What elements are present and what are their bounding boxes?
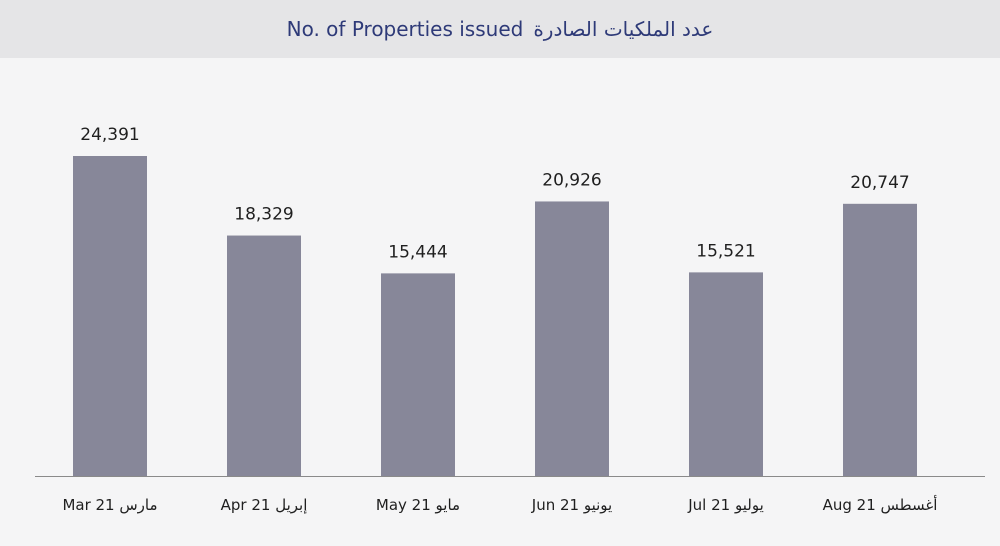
chart-plot-area bbox=[0, 58, 1000, 546]
bar-5 bbox=[689, 272, 763, 476]
chart-title-english: No. of Properties issued bbox=[286, 17, 524, 41]
bar-6 bbox=[843, 203, 917, 476]
chart-title-arabic: عدد الملكيات الصادرة bbox=[533, 17, 714, 41]
bar-value-label-1: 24,391 bbox=[80, 125, 139, 145]
bar-value-label-6: 20,747 bbox=[850, 173, 909, 193]
chart-title-bar: No. of Properties issued عدد الملكيات ال… bbox=[0, 0, 1000, 58]
bar-4 bbox=[535, 201, 609, 476]
bar-value-label-2: 18,329 bbox=[234, 205, 293, 225]
x-tick-label-4: Jun 21 يونيو bbox=[531, 496, 612, 514]
bar-2 bbox=[227, 235, 301, 476]
bar-1 bbox=[73, 156, 147, 476]
bar-value-label-3: 15,444 bbox=[388, 242, 447, 262]
x-tick-label-5: Jul 21 يوليو bbox=[687, 496, 764, 514]
bar-value-label-5: 15,521 bbox=[696, 241, 755, 261]
x-tick-label-1: Mar 21 مارس bbox=[62, 496, 157, 514]
bar-value-label-4: 20,926 bbox=[542, 170, 601, 190]
x-tick-label-2: Apr 21 إبريل bbox=[221, 496, 308, 514]
x-tick-label-6: Aug 21 أغسطس bbox=[823, 495, 938, 514]
bar-3 bbox=[381, 273, 455, 476]
x-tick-label-3: May 21 مايو bbox=[376, 496, 460, 514]
